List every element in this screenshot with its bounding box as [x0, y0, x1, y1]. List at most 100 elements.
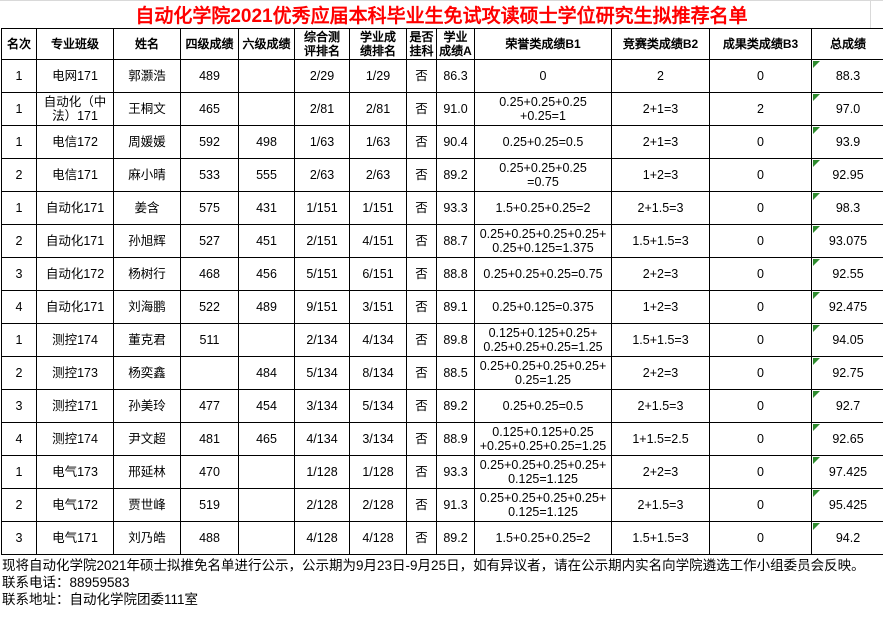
- cell: 杨树行: [113, 257, 181, 291]
- cell: 451: [238, 224, 295, 258]
- cell: 2: [1, 224, 37, 258]
- cell: 董克君: [113, 323, 181, 357]
- column-header-7: 是否 挂科: [406, 28, 437, 60]
- column-header-9: 荣誉类成绩B1: [474, 28, 612, 60]
- cell: 2: [1, 488, 37, 522]
- cell: 2/63: [294, 158, 350, 192]
- column-header-6: 学业成 绩排名: [349, 28, 407, 60]
- error-triangle-icon: [813, 94, 820, 101]
- cell: 测控174: [36, 422, 114, 456]
- cell: 2+1=3: [611, 125, 710, 159]
- header-row: 名次 专业班级 姓名 四级成绩 六级成绩 综合测 评排名 学业成 绩排名 是否 挂科 学业 成绩…: [1, 28, 883, 60]
- table-row: 1 自动化（中 法）171 王桐文 465 2/81 2/81 否 91.0 0.25+0.25…: [1, 92, 883, 126]
- cell: 0.25+0.25+0.25+0.25+ 0.125=1.125: [474, 488, 612, 522]
- cell: 电气172: [36, 488, 114, 522]
- cell: 4: [1, 290, 37, 324]
- cell: 1/128: [349, 455, 407, 489]
- cell: 邢延林: [113, 455, 181, 489]
- cell: 0: [709, 389, 812, 423]
- cell: 测控171: [36, 389, 114, 423]
- cell: 0: [709, 59, 812, 93]
- column-header-1: 专业班级: [36, 28, 114, 60]
- error-triangle-icon: [813, 61, 820, 68]
- cell: 贾世峰: [113, 488, 181, 522]
- table-row: 2 测控173 杨奕鑫 484 5/134 8/134 否 88.5 0.25+0.25+0.2…: [1, 356, 883, 390]
- cell: 1/151: [294, 191, 350, 225]
- cell: 91.0: [436, 92, 475, 126]
- cell: 431: [238, 191, 295, 225]
- cell: 481: [180, 422, 239, 456]
- cell: 489: [238, 290, 295, 324]
- table-row: 2 电信171 麻小晴 533 555 2/63 2/63 否 89.2 0.25+0.25+0.…: [1, 158, 883, 192]
- title-row: 自动化学院2021优秀应届本科毕业生免试攻读硕士学位研究生拟推荐名单: [0, 0, 883, 28]
- column-header-11: 成果类成绩B3: [709, 28, 812, 60]
- cell: 93.3: [436, 455, 475, 489]
- cell: 0.25+0.25+0.25+0.25+ 0.25=1.25: [474, 356, 612, 390]
- error-triangle-icon: [813, 292, 820, 299]
- total-score-cell: 98.3: [811, 191, 883, 225]
- cell: 2+1.5=3: [611, 191, 710, 225]
- cell: 468: [180, 257, 239, 291]
- table-row: 1 电网171 郭灏浩 489 2/29 1/29 否 86.3 0 2 0 88.3: [1, 59, 883, 93]
- cell: 周媛媛: [113, 125, 181, 159]
- cell: 93.3: [436, 191, 475, 225]
- error-triangle-icon: [813, 391, 820, 398]
- cell: 0: [709, 191, 812, 225]
- cell: 1+2=3: [611, 158, 710, 192]
- cell: 0: [709, 521, 812, 555]
- cell: [238, 323, 295, 357]
- cell: 2: [1, 158, 37, 192]
- table-row: 1 电气173 邢延林 470 1/128 1/128 否 93.3 0.25+0.25+0.2…: [1, 455, 883, 489]
- total-score-cell: 94.05: [811, 323, 883, 357]
- total-score-cell: 97.425: [811, 455, 883, 489]
- cell: 0.25+0.25+0.25 =0.75: [474, 158, 612, 192]
- error-triangle-icon: [813, 259, 820, 266]
- total-score-cell: 92.475: [811, 290, 883, 324]
- total-score-cell: 92.7: [811, 389, 883, 423]
- cell: 0: [709, 356, 812, 390]
- cell: 465: [180, 92, 239, 126]
- error-triangle-icon: [813, 457, 820, 464]
- cell: 自动化171: [36, 224, 114, 258]
- cell: 4/128: [349, 521, 407, 555]
- cell: 555: [238, 158, 295, 192]
- cell: 511: [180, 323, 239, 357]
- cell: 电网171: [36, 59, 114, 93]
- cell: 0: [709, 257, 812, 291]
- cell: 1: [1, 125, 37, 159]
- error-triangle-icon: [813, 490, 820, 497]
- cell: 0.25+0.25=0.5: [474, 389, 612, 423]
- cell: 9/151: [294, 290, 350, 324]
- cell: 5/151: [294, 257, 350, 291]
- column-header-5: 综合测 评排名: [294, 28, 350, 60]
- cell: 488: [180, 521, 239, 555]
- table-row: 4 自动化171 刘海鹏 522 489 9/151 3/151 否 89.1 0.25+0.12…: [1, 290, 883, 324]
- cell: [238, 59, 295, 93]
- cell: 否: [406, 224, 437, 258]
- total-score-cell: 97.0: [811, 92, 883, 126]
- cell: 0: [709, 158, 812, 192]
- cell: 519: [180, 488, 239, 522]
- cell: 522: [180, 290, 239, 324]
- cell: 4/128: [294, 521, 350, 555]
- cell: 6/151: [349, 257, 407, 291]
- cell: 1.5+0.25+0.25=2: [474, 521, 612, 555]
- cell: 2+1.5=3: [611, 488, 710, 522]
- cell: 否: [406, 521, 437, 555]
- cell: 0: [474, 59, 612, 93]
- cell: 2: [1, 356, 37, 390]
- footer-notes: 现将自动化学院2021年硕士拟推免名单进行公示，公示期为9月23日-9月25日，…: [2, 557, 881, 608]
- cell: [180, 356, 239, 390]
- cell: [238, 455, 295, 489]
- cell: 0.125+0.125+0.25+ 0.25+0.25+0.25=1.25: [474, 323, 612, 357]
- cell: 0: [709, 125, 812, 159]
- cell: 麻小晴: [113, 158, 181, 192]
- cell: 89.8: [436, 323, 475, 357]
- cell: 刘乃皓: [113, 521, 181, 555]
- column-header-3: 四级成绩: [180, 28, 239, 60]
- cell: 91.3: [436, 488, 475, 522]
- total-score-cell: 92.55: [811, 257, 883, 291]
- cell: 1: [1, 191, 37, 225]
- cell: 2/151: [294, 224, 350, 258]
- cell: 电气171: [36, 521, 114, 555]
